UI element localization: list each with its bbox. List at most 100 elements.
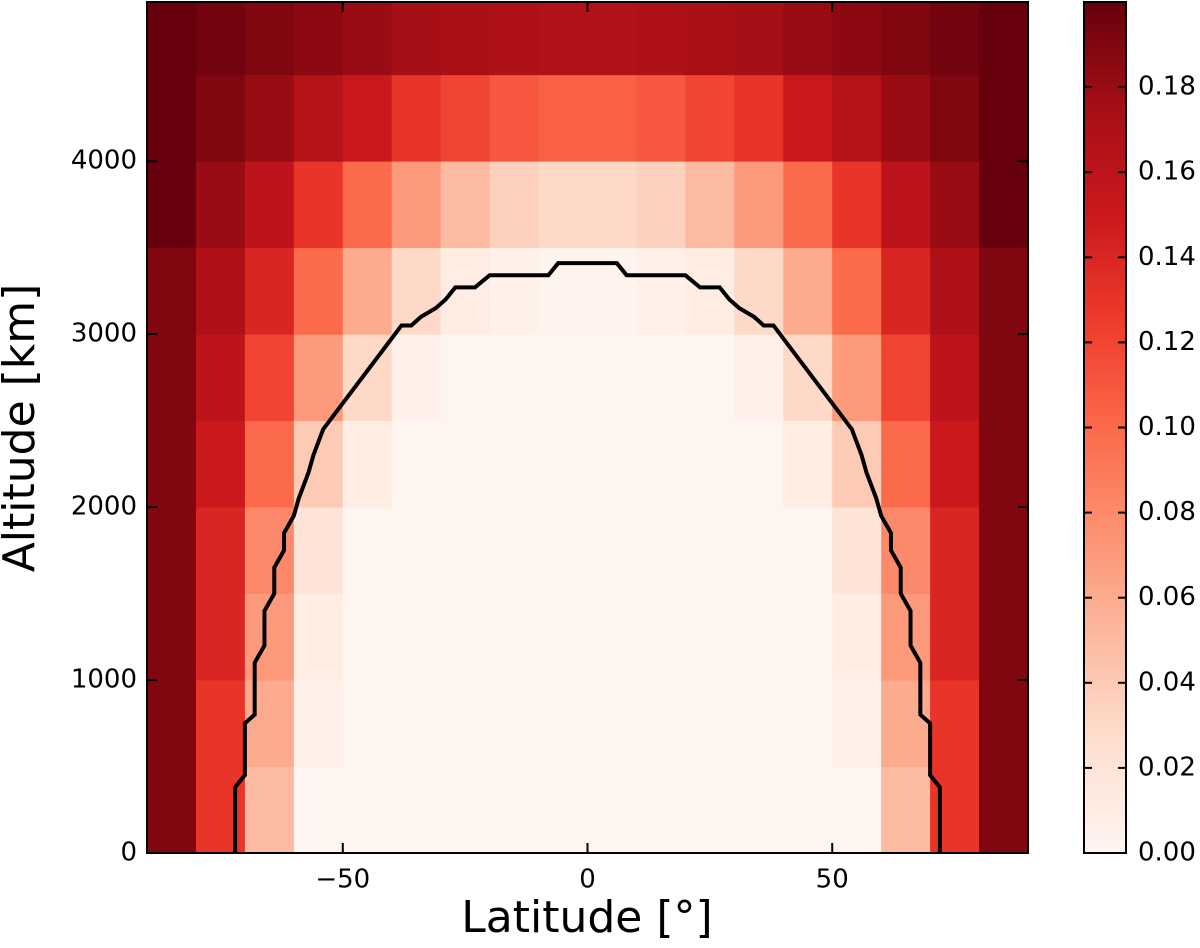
heatmap-cell [244, 161, 295, 249]
heatmap-cell [244, 507, 295, 595]
heatmap-cell [734, 593, 784, 681]
y-tick-label: 1000 [71, 665, 137, 695]
heatmap-cell [440, 2, 491, 76]
heatmap-cell [342, 420, 393, 508]
y-tick-label: 2000 [71, 492, 137, 522]
heatmap-cell [685, 507, 735, 595]
heatmap-cell [881, 74, 931, 162]
heatmap-cell [832, 593, 882, 681]
heatmap-cell [685, 2, 735, 76]
heatmap-cell [538, 680, 588, 768]
heatmap-cell [930, 247, 980, 335]
heatmap-cell [195, 420, 246, 508]
heatmap-cell [832, 334, 882, 422]
heatmap-cell [147, 420, 197, 508]
heatmap-cell [832, 680, 882, 768]
heatmap-cell [587, 420, 637, 508]
heatmap-cell [538, 593, 588, 681]
heatmap-cell [783, 507, 833, 595]
heatmap-cell [783, 766, 833, 854]
heatmap-cell [293, 2, 344, 76]
heatmap-cell [342, 593, 393, 681]
heatmap-cell [342, 766, 393, 854]
heatmap-cell [538, 2, 588, 76]
heatmap-cell [244, 74, 295, 162]
heatmap-cell [930, 420, 980, 508]
heatmap-cell [587, 334, 637, 422]
heatmap-cell [293, 766, 344, 854]
heatmap-cell [979, 507, 1029, 595]
heatmap-cell [293, 161, 344, 249]
heatmap-cell [440, 74, 491, 162]
heatmap-cell [293, 334, 344, 422]
heatmap-cell [391, 507, 442, 595]
heatmap-cell [342, 161, 393, 249]
heatmap-cell [783, 2, 833, 76]
heatmap-cell [783, 74, 833, 162]
heatmap-cell [930, 507, 980, 595]
heatmap-cell [881, 420, 931, 508]
heatmap-cell [685, 161, 735, 249]
x-tick-label: −50 [315, 865, 370, 895]
heatmap-cell [979, 161, 1029, 249]
heatmap-cell [293, 247, 344, 335]
heatmap-cell [440, 247, 491, 335]
heatmap-cell [147, 74, 197, 162]
heatmap-cell [195, 593, 246, 681]
heatmap-cell [832, 766, 882, 854]
heatmap-cell [538, 766, 588, 854]
heatmap-cell [195, 507, 246, 595]
heatmap-cell [391, 680, 442, 768]
heatmap-cell [489, 74, 540, 162]
heatmap-cell [685, 247, 735, 335]
heatmap-cell [636, 766, 686, 854]
heatmap-cell [391, 161, 442, 249]
heatmap-cell [440, 161, 491, 249]
colorbar-tick-label: 0.06 [1138, 582, 1196, 612]
heatmap-cell [783, 161, 833, 249]
heatmap-cell [587, 680, 637, 768]
heatmap-cell [342, 2, 393, 76]
heatmap-cell [195, 247, 246, 335]
heatmap-cell [979, 593, 1029, 681]
heatmap-cell [636, 593, 686, 681]
heatmap-cell [391, 334, 442, 422]
heatmap-cell [930, 680, 980, 768]
colorbar-tick-label: 0.08 [1138, 497, 1196, 527]
heatmap-cell [489, 766, 540, 854]
heatmap-cell [489, 420, 540, 508]
heatmap-cell [881, 507, 931, 595]
heatmap-cell [734, 334, 784, 422]
colorbar-tick-label: 0.12 [1138, 327, 1196, 357]
heatmap-cell [881, 334, 931, 422]
heatmap-cell [783, 680, 833, 768]
heatmap-cell [881, 593, 931, 681]
heatmap-cell [147, 766, 197, 854]
heatmap-cell [783, 593, 833, 681]
colorbar-tick-label: 0.02 [1138, 752, 1196, 782]
heatmap-cell [979, 334, 1029, 422]
heatmap-cell [244, 247, 295, 335]
heatmap-cell [147, 247, 197, 335]
x-tick-label: 0 [579, 865, 596, 895]
heatmap-cell [195, 680, 246, 768]
heatmap-cell [734, 2, 784, 76]
heatmap-cell [636, 680, 686, 768]
heatmap-cell [636, 420, 686, 508]
heatmap-cell [440, 766, 491, 854]
heatmap-cell [636, 334, 686, 422]
heatmap-cell [244, 420, 295, 508]
heatmap-cell [195, 766, 246, 854]
heatmap-cell [538, 507, 588, 595]
heatmap-cell [538, 74, 588, 162]
heatmap-cell [587, 247, 637, 335]
heatmap-cell [391, 593, 442, 681]
heatmap-cell [538, 334, 588, 422]
heatmap-cell [587, 2, 637, 76]
contour-line [233, 261, 942, 853]
heatmap-cell [636, 161, 686, 249]
heatmap-cell [147, 507, 197, 595]
heatmap-cell [147, 680, 197, 768]
heatmap-cell [342, 680, 393, 768]
heatmap-cell [881, 2, 931, 76]
